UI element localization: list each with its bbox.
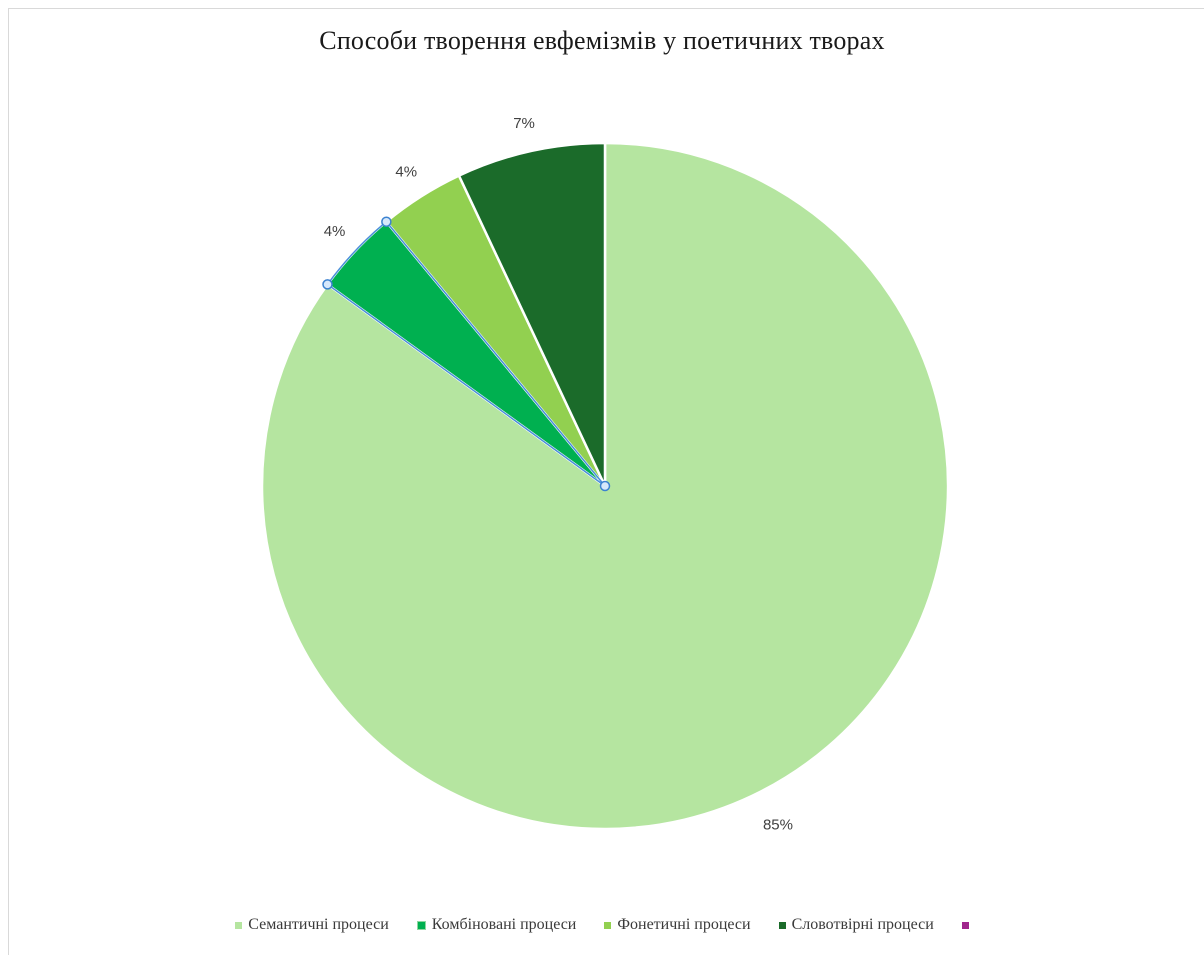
chart-legend: Семантичні процеси Комбіновані процеси Фон… [0, 916, 1204, 934]
legend-label: Словотвірні процеси [791, 916, 934, 933]
legend-swatch [604, 921, 612, 929]
legend-item-word-formation[interactable]: Словотвірні процеси [778, 916, 934, 934]
legend-swatch [416, 920, 426, 930]
legend-label: Фонетичні процеси [617, 916, 751, 933]
legend-label: Семантичні процеси [248, 916, 389, 933]
data-label-phonetic: 4% [395, 164, 417, 181]
legend-item-empty[interactable] [961, 921, 969, 929]
chart-title: Способи творення евфемізмів у поетичних … [319, 26, 885, 55]
data-label-semantic: 85% [763, 816, 793, 833]
legend-item-combined[interactable]: Комбіновані процеси [416, 916, 577, 934]
pie-data-labels: 85% 4% 4% 7% [324, 115, 793, 834]
legend-swatch [235, 921, 243, 929]
pie-slice-word-formation[interactable] [457, 141, 607, 487]
selection-handles [322, 216, 611, 492]
legend-label: Комбіновані процеси [431, 916, 577, 933]
legend-item-phonetic[interactable]: Фонетичні процеси [604, 916, 751, 934]
legend-swatch [961, 921, 969, 929]
data-label-word-formation: 7% [513, 115, 535, 132]
legend-swatch [778, 921, 786, 929]
selection-handle[interactable] [322, 279, 333, 290]
legend-item-semantic[interactable]: Семантичні процеси [235, 916, 389, 934]
selection-handle[interactable] [599, 480, 611, 492]
selection-handle[interactable] [381, 216, 392, 227]
data-label-combined: 4% [324, 223, 346, 240]
